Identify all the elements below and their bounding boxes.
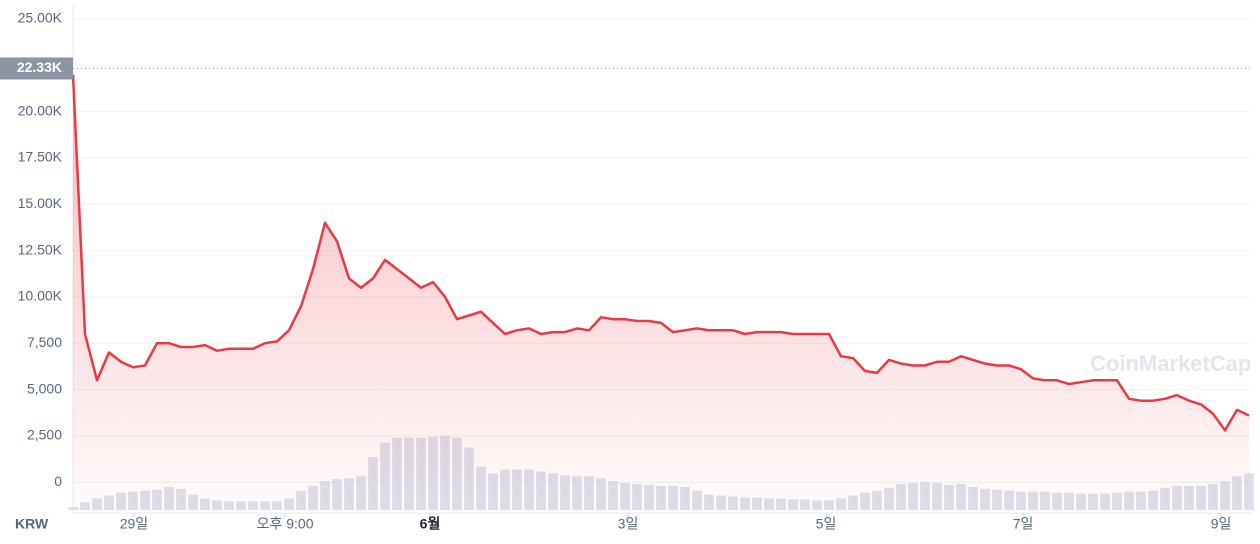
y-tick-label: 12.50K <box>18 241 63 257</box>
price-area <box>73 74 1249 510</box>
y-tick-label: 0 <box>54 473 62 489</box>
y-tick-label: 15.00K <box>18 195 63 211</box>
x-tick-label: 5일 <box>816 516 837 532</box>
x-tick-label: 29일 <box>120 516 148 532</box>
y-tick-label: 20.00K <box>18 102 63 118</box>
currency-label: KRW <box>15 516 49 532</box>
y-tick-label: 5,000 <box>27 380 62 396</box>
price-line <box>71 74 1250 432</box>
current-price-label: 22.33K <box>17 59 62 75</box>
x-tick-label: 6월 <box>420 516 441 532</box>
y-tick-label: 25.00K <box>18 10 63 26</box>
x-tick-label: 9일 <box>1211 516 1232 532</box>
y-tick-label: 7,500 <box>27 334 62 350</box>
x-tick-label: 오후 9:00 <box>257 516 314 532</box>
current-price-box <box>0 57 73 80</box>
y-tick-label: 17.50K <box>18 149 63 165</box>
y-tick-label: 2,500 <box>27 427 62 443</box>
x-tick-label: 7일 <box>1013 516 1034 532</box>
y-tick-label: 10.00K <box>18 288 63 304</box>
watermark: CoinMarketCap <box>1090 351 1251 376</box>
x-tick-label: 3일 <box>618 516 639 532</box>
